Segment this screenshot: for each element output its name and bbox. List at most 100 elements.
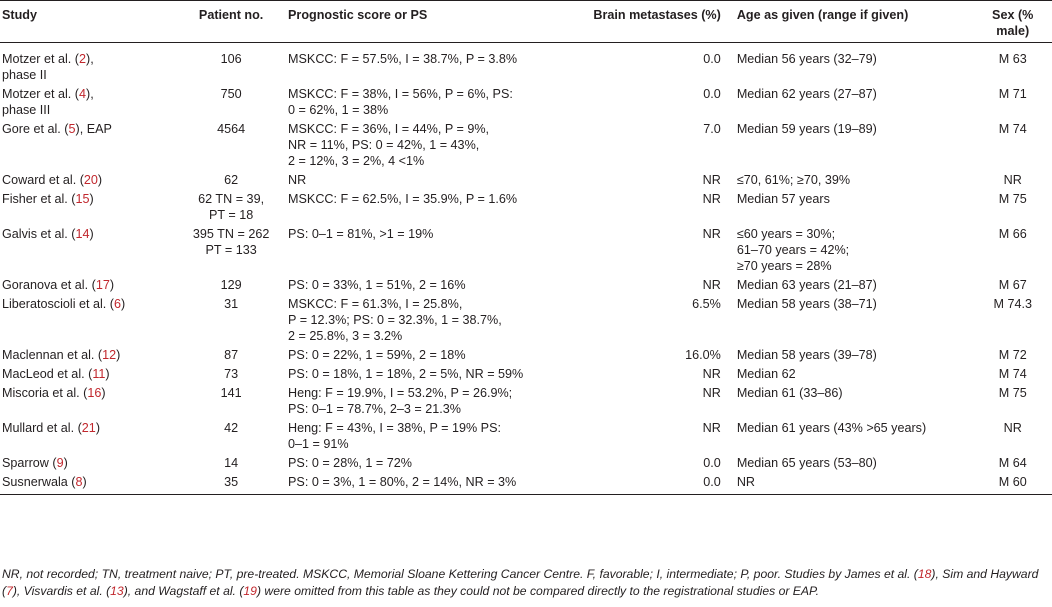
study-suffix: ): [82, 475, 87, 489]
cell-patient-no: 750: [220, 87, 242, 101]
reference-link[interactable]: 19: [243, 584, 257, 598]
reference-link[interactable]: 15: [75, 192, 90, 206]
cell-sex: M 60: [973, 472, 1052, 495]
cell-age: NR: [726, 472, 974, 495]
table-row: Mullard et al. (21) 42 Heng: F = 43%, I = …: [0, 418, 1052, 453]
reference-link[interactable]: 4: [78, 87, 86, 101]
cell-patient-no: 62: [224, 173, 239, 187]
table-row: Coward et al. (20) 62 NR NR ≤70, 61%; ≥70, 3…: [0, 170, 1052, 189]
cell-study: MacLeod et al. (11): [0, 364, 178, 383]
reference-link[interactable]: 12: [102, 348, 117, 362]
study-name: Galvis et al. (: [2, 227, 76, 241]
cell-age: Median 56 years (32–79): [736, 52, 877, 66]
table-row: Motzer et al. (2), phase II 106 MSKCC: F =…: [0, 43, 1052, 85]
reference-link[interactable]: 16: [87, 386, 102, 400]
cell-sex: M 75: [998, 386, 1027, 400]
cell-sex: M 74: [998, 122, 1027, 136]
cell-prognostic-score: MSKCC: F = 36%, I = 44%, P = 9%, NR = 11…: [288, 122, 490, 168]
cell-age: Median 65 years (53–80): [736, 456, 877, 470]
cell-patient-no: 129: [220, 278, 242, 292]
cell-sex: M 63: [998, 52, 1027, 66]
reference-link[interactable]: 13: [110, 584, 124, 598]
cell-patient-no: 141: [220, 386, 242, 400]
study-name: Coward et al. (: [2, 173, 84, 187]
study-suffix: ): [63, 456, 68, 470]
study-name: Susnerwala (: [2, 475, 76, 489]
cell-prognostic-score: MSKCC: F = 57.5%, I = 38.7%, P = 3.8%: [288, 52, 518, 66]
cell-age: ≤60 years = 30%; 61–70 years = 42%; ≥70 …: [736, 227, 850, 273]
reference-link[interactable]: 11: [92, 367, 106, 381]
cell-brain-metastases: 0.0: [703, 52, 721, 66]
reference-link[interactable]: 20: [83, 173, 98, 187]
reference-link[interactable]: 7: [6, 584, 13, 598]
cell-brain-metastases: 6.5%: [692, 297, 721, 311]
cell-brain-metastases: NR: [702, 278, 721, 292]
cell-study: Gore et al. (5), EAP: [0, 119, 178, 170]
cell-age: Median 59 years (19–89): [736, 122, 877, 136]
cell-sex: NR: [1003, 173, 1022, 187]
cell-patient-no: 62 TN = 39, PT = 18: [198, 192, 265, 222]
table-footnote: NR, not recorded; TN, treatment naive; P…: [2, 566, 1048, 600]
table-row: Miscoria et al. (16) 141 Heng: F = 19.9%, …: [0, 383, 1052, 418]
header-patient-no: Patient no.: [178, 0, 285, 43]
cell-prognostic-score: PS: 0 = 22%, 1 = 59%, 2 = 18%: [288, 348, 466, 362]
study-name: Goranova et al. (: [2, 278, 96, 292]
header-brain-metastases: Brain metastases (%): [585, 0, 727, 43]
cell-study: Maclennan et al. (12): [0, 345, 178, 364]
cell-study: Sparrow (9): [0, 453, 178, 472]
reference-link[interactable]: 8: [75, 475, 83, 489]
study-suffix: ): [105, 367, 110, 381]
header-row: Study Patient no. Prognostic score or PS…: [0, 0, 1052, 43]
footnote-text: ), Visvardis et al. (: [12, 584, 111, 598]
cell-sex: M 75: [998, 192, 1027, 206]
cell-sex: M 67: [998, 278, 1027, 292]
cell-study: Motzer et al. (2), phase II: [0, 43, 178, 85]
cell-prognostic-score: NR: [288, 173, 307, 187]
cell-patient-no: 14: [224, 456, 239, 470]
cell-prognostic-score: PS: 0 = 18%, 1 = 18%, 2 = 5%, NR = 59%: [288, 367, 524, 381]
cell-study: Miscoria et al. (16): [0, 383, 178, 418]
cell-study: Motzer et al. (4), phase III: [0, 84, 178, 119]
reference-link[interactable]: 2: [78, 52, 86, 66]
header-prognostic-score: Prognostic score or PS: [284, 0, 586, 43]
study-suffix: ), EAP: [75, 122, 112, 136]
table-row: Gore et al. (5), EAP 4564 MSKCC: F = 36%, …: [0, 119, 1052, 170]
study-name: Mullard et al. (: [2, 421, 82, 435]
study-suffix: ): [121, 297, 126, 311]
reference-link[interactable]: 18: [917, 567, 932, 581]
reference-link[interactable]: 14: [75, 227, 90, 241]
reference-link[interactable]: 9: [56, 456, 64, 470]
footnote-text: ) were omitted from this table as they c…: [256, 584, 820, 598]
cell-age: Median 63 years (21–87): [736, 278, 877, 292]
cell-age: Median 62: [736, 367, 796, 381]
study-name: Gore et al. (: [2, 122, 69, 136]
cell-prognostic-score: PS: 0 = 33%, 1 = 51%, 2 = 16%: [288, 278, 466, 292]
table-row: Sparrow (9) 14 PS: 0 = 28%, 1 = 72% 0.0 Medi…: [0, 453, 1052, 472]
header-age: Age as given (range if given): [726, 0, 974, 43]
study-suffix: ): [116, 348, 121, 362]
cell-sex: M 74: [998, 367, 1027, 381]
cell-study: Fisher et al. (15): [0, 189, 178, 224]
cell-patient-no: 106: [220, 52, 242, 66]
study-suffix: ): [109, 278, 115, 292]
cell-brain-metastases: NR: [702, 421, 721, 435]
cell-study: Goranova et al. (17): [0, 275, 178, 294]
cell-brain-metastases: NR: [702, 192, 721, 206]
cell-patient-no: 42: [224, 421, 239, 435]
table-row: Maclennan et al. (12) 87 PS: 0 = 22%, 1 = …: [0, 345, 1052, 364]
reference-link[interactable]: 5: [68, 122, 76, 136]
study-suffix: ): [95, 421, 101, 435]
study-name: Maclennan et al. (: [2, 348, 103, 362]
table-header: Study Patient no. Prognostic score or PS…: [0, 0, 1052, 43]
cell-sex: M 72: [998, 348, 1027, 362]
cell-prognostic-score: MSKCC: F = 61.3%, I = 25.8%, P = 12.3%; …: [288, 297, 502, 343]
study-name: Sparrow (: [2, 456, 57, 470]
reference-link[interactable]: 17: [95, 278, 110, 292]
reference-link[interactable]: 6: [114, 297, 122, 311]
table-row: MacLeod et al. (11) 73 PS: 0 = 18%, 1 = 18…: [0, 364, 1052, 383]
study-suffix: ): [89, 227, 94, 241]
footnote-text: NR, not recorded; TN, treatment naive; P…: [2, 567, 918, 581]
table-body: Motzer et al. (2), phase II 106 MSKCC: F =…: [0, 43, 1052, 495]
reference-link[interactable]: 21: [81, 421, 96, 435]
table-row: Fisher et al. (15) 62 TN = 39, PT = 18 MSK…: [0, 189, 1052, 224]
